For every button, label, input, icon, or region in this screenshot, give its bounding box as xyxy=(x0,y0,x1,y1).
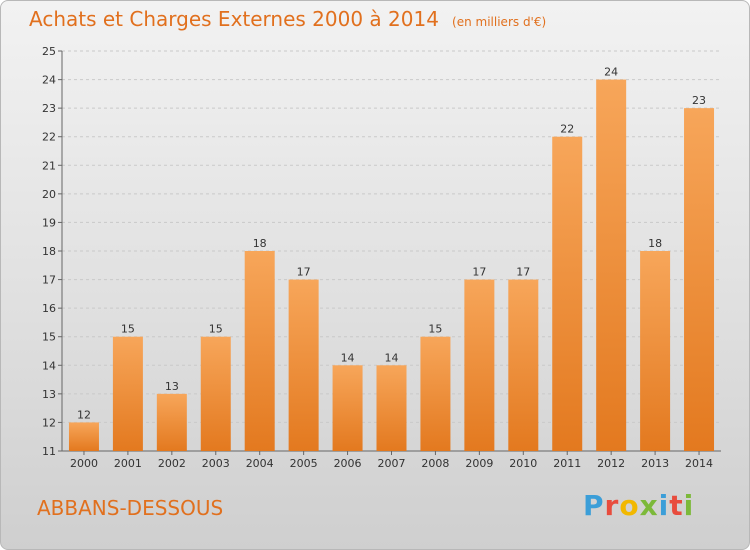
x-tick-label-2014: 2014 xyxy=(685,457,713,470)
x-tick-label-2013: 2013 xyxy=(641,457,669,470)
bar-2012 xyxy=(596,79,627,452)
value-label-2012: 24 xyxy=(604,66,618,79)
commune-name: ABBANS-DESSOUS xyxy=(37,496,224,520)
x-tick-label-2003: 2003 xyxy=(202,457,230,470)
bar-2010 xyxy=(508,279,539,451)
x-tick-label-2005: 2005 xyxy=(290,457,318,470)
y-tick-label: 15 xyxy=(42,331,56,344)
y-tick-label: 21 xyxy=(42,159,56,172)
bar-2005 xyxy=(288,279,319,451)
x-tick-label-2011: 2011 xyxy=(553,457,581,470)
y-tick-label: 12 xyxy=(42,416,56,429)
x-tick-label-2008: 2008 xyxy=(421,457,449,470)
y-tick-label: 14 xyxy=(42,359,56,372)
bar-2000 xyxy=(68,422,99,451)
bar-2002 xyxy=(156,393,187,451)
proxiti-logo[interactable]: Proxiti xyxy=(583,489,695,522)
bar-2013 xyxy=(640,251,671,451)
value-label-2014: 23 xyxy=(692,94,706,107)
bar-2008 xyxy=(420,336,451,451)
chart-unit: (en milliers d'€) xyxy=(452,15,547,29)
y-tick-label: 17 xyxy=(42,274,56,287)
y-tick-label: 22 xyxy=(42,131,56,144)
value-label-2007: 14 xyxy=(385,351,399,364)
value-label-2006: 14 xyxy=(341,351,355,364)
bar-2003 xyxy=(200,336,231,451)
value-label-2008: 15 xyxy=(428,323,442,336)
labels: 11 12 13 14 15 16 17 18 19 20 21 22 23 24 25 12 2000 15 20… xyxy=(42,45,713,470)
y-tick-label: 19 xyxy=(42,216,56,229)
chart-title: Achats et Charges Externes 2000 à 2014 xyxy=(29,7,439,31)
x-tick-label-2009: 2009 xyxy=(465,457,493,470)
value-label-2005: 17 xyxy=(297,266,311,279)
y-tick-label: 23 xyxy=(42,102,56,115)
x-tick-label-2000: 2000 xyxy=(70,457,98,470)
value-label-2004: 18 xyxy=(253,237,267,250)
value-label-2010: 17 xyxy=(516,266,530,279)
y-tick-label: 13 xyxy=(42,388,56,401)
bar-2004 xyxy=(244,251,275,451)
x-tick-label-2001: 2001 xyxy=(114,457,142,470)
x-tick-label-2002: 2002 xyxy=(158,457,186,470)
bars xyxy=(68,79,715,452)
y-tick-label: 20 xyxy=(42,188,56,201)
value-label-2009: 17 xyxy=(472,266,486,279)
x-tick-label-2006: 2006 xyxy=(334,457,362,470)
y-tick-label: 18 xyxy=(42,245,56,258)
value-label-2002: 13 xyxy=(165,380,179,393)
bar-2011 xyxy=(552,136,583,451)
x-tick-label-2010: 2010 xyxy=(509,457,537,470)
y-tick-label: 16 xyxy=(42,302,56,315)
bar-2006 xyxy=(332,365,363,451)
x-tick-label-2004: 2004 xyxy=(246,457,274,470)
y-tick-label: 25 xyxy=(42,45,56,58)
bar-2009 xyxy=(464,279,495,451)
bar-2014 xyxy=(684,108,715,452)
value-label-2013: 18 xyxy=(648,237,662,250)
bar-2007 xyxy=(376,365,407,451)
y-tick-label: 11 xyxy=(42,445,56,458)
x-tick-label-2012: 2012 xyxy=(597,457,625,470)
y-tick-label: 24 xyxy=(42,74,56,87)
value-label-2001: 15 xyxy=(121,323,135,336)
chart-title-block: Achats et Charges Externes 2000 à 2014 (… xyxy=(29,7,546,31)
bar-2001 xyxy=(112,336,143,451)
x-tick-label-2007: 2007 xyxy=(378,457,406,470)
value-label-2000: 12 xyxy=(77,408,91,421)
value-label-2003: 15 xyxy=(209,323,223,336)
value-label-2011: 22 xyxy=(560,123,574,136)
